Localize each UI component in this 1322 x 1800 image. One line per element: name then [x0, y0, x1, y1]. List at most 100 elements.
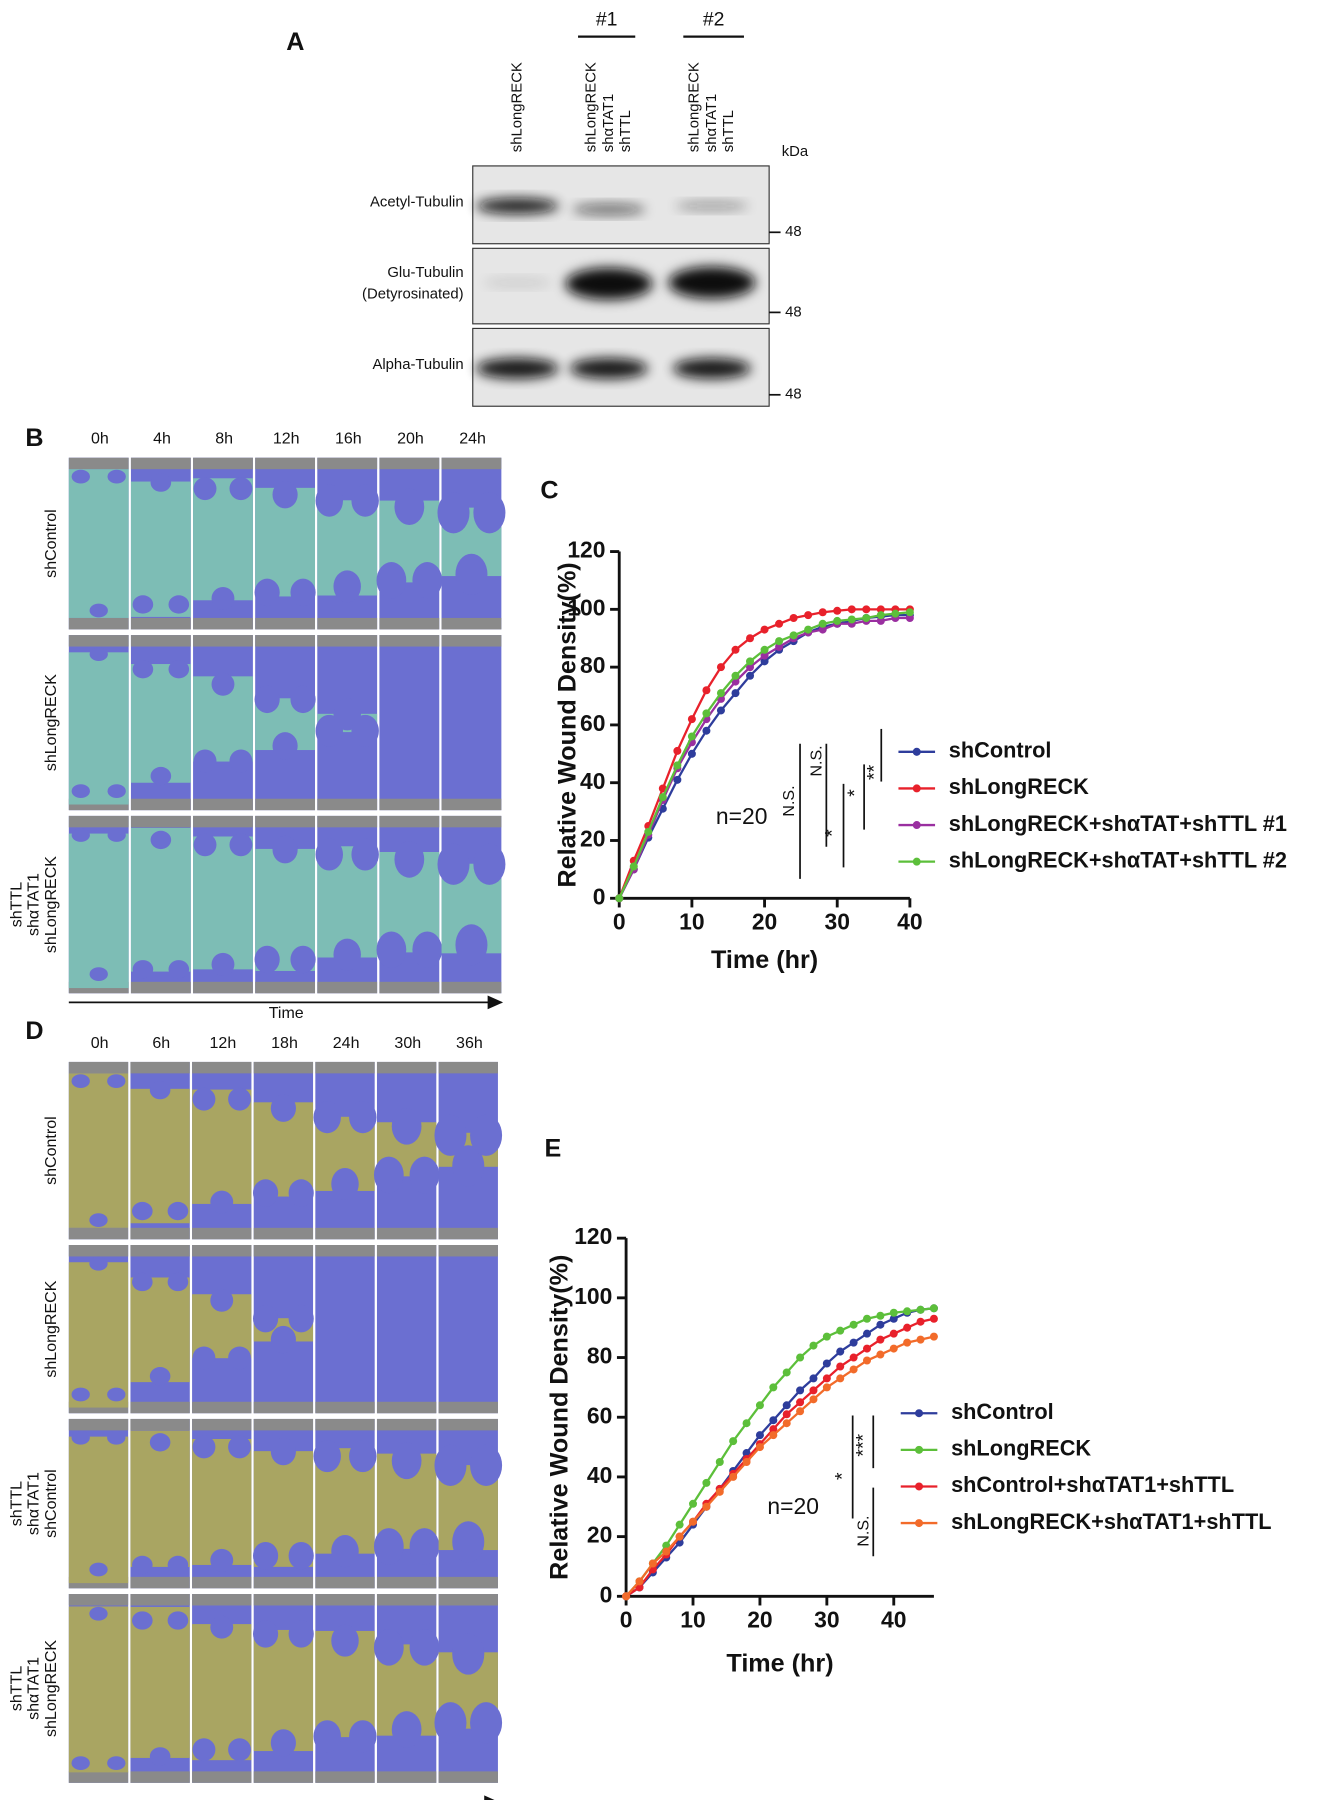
- cell-blob: [107, 1756, 126, 1770]
- data-point: [769, 1431, 778, 1440]
- cell-blob: [270, 1325, 296, 1354]
- row-label: shLongRECK: [42, 1280, 60, 1377]
- data-point: [789, 614, 798, 623]
- wound-area: [130, 664, 191, 783]
- wound-area: [130, 1277, 190, 1383]
- data-point: [673, 746, 682, 755]
- data-point: [796, 1353, 805, 1362]
- y-tick-label: 100: [574, 1283, 612, 1309]
- cell-blob: [132, 595, 154, 614]
- cell-edge: [376, 1594, 437, 1606]
- row-label: shLongRECK: [42, 1640, 60, 1737]
- cell-edge: [438, 1771, 498, 1783]
- cell-edge: [68, 457, 129, 470]
- data-point: [876, 611, 885, 620]
- cell-edge: [253, 1576, 314, 1589]
- marker-label: 48: [785, 304, 802, 320]
- cell-edge: [255, 635, 316, 647]
- cell-blob: [437, 492, 470, 534]
- data-point: [731, 689, 740, 698]
- cell-blob: [167, 1272, 189, 1292]
- data-point: [742, 1457, 751, 1467]
- data-point: [760, 645, 769, 654]
- cell-blob: [333, 938, 361, 971]
- cell-blob: [470, 1702, 503, 1744]
- cell-edge: [253, 1061, 314, 1074]
- cell-edge: [438, 1418, 498, 1431]
- data-point: [903, 1307, 912, 1316]
- cell-edge: [130, 1594, 190, 1606]
- cell-blob: [455, 924, 488, 966]
- annotation: n=20: [767, 1493, 819, 1519]
- band: [570, 358, 648, 379]
- wound-images: 0h 4h 8h 12h 16h 20h 24h shControl shLongRECK shT…: [8, 430, 506, 1022]
- cell-edge: [255, 457, 316, 470]
- cell-blob: [228, 1087, 251, 1111]
- cell-blob: [149, 1080, 171, 1100]
- band: [675, 201, 749, 211]
- cell-blob: [409, 1528, 440, 1565]
- cell-edge: [130, 1418, 190, 1431]
- legend-label: shControl: [949, 738, 1052, 763]
- cell-blob: [412, 562, 443, 599]
- cell-blob: [132, 1555, 153, 1575]
- cell-edge: [68, 1771, 129, 1783]
- cell-edge: [192, 1061, 252, 1074]
- time-label: 24h: [333, 1034, 360, 1052]
- data-point: [809, 1395, 818, 1404]
- data-point: [862, 614, 871, 623]
- cell-blob: [288, 1541, 314, 1570]
- cell-edge: [376, 1227, 437, 1240]
- data-point: [635, 1577, 644, 1586]
- cell-blob: [331, 1624, 359, 1657]
- cell-edge: [376, 1061, 437, 1074]
- cell-blob: [333, 570, 361, 603]
- cell-blob: [252, 1541, 279, 1570]
- cell-edge: [317, 457, 378, 470]
- cell-edge: [379, 617, 440, 630]
- cell-edge: [68, 1594, 129, 1606]
- cell-edge: [130, 1227, 190, 1240]
- data-point: [889, 1344, 898, 1353]
- data-point: [876, 616, 885, 625]
- data-point: [648, 1559, 657, 1568]
- cell-edge: [255, 815, 316, 828]
- cell-edge: [130, 1245, 190, 1257]
- group-label: #1: [596, 9, 618, 31]
- annotation: n=20: [716, 803, 768, 829]
- cell-blob: [167, 1201, 189, 1221]
- cell-edge: [193, 815, 253, 828]
- cell-blob: [270, 1094, 296, 1122]
- time-label: 0h: [91, 1034, 109, 1052]
- cell-blob: [211, 672, 235, 696]
- data-point: [862, 1344, 872, 1353]
- cell-blob: [252, 1620, 279, 1648]
- cell-blob: [409, 1629, 440, 1666]
- data-point: [916, 1317, 925, 1326]
- cell-blob: [150, 473, 172, 492]
- cell-edge: [376, 1576, 437, 1589]
- data-point: [849, 1338, 858, 1347]
- wound-area: [192, 1438, 252, 1565]
- data-point: [905, 614, 914, 623]
- data-point: [729, 1437, 738, 1446]
- y-axis-label: Relative Wound Density(%): [554, 562, 582, 887]
- panel-label: A: [286, 28, 304, 56]
- cell-edge: [317, 981, 378, 994]
- cell-edge: [255, 798, 316, 811]
- cell-blob: [89, 603, 108, 618]
- data-point: [775, 637, 784, 646]
- cell-blob: [272, 732, 298, 760]
- cell-blob: [168, 595, 190, 614]
- y-tick-label: 20: [580, 826, 605, 852]
- cell-edge: [315, 1061, 375, 1074]
- cell-blob: [254, 945, 280, 974]
- data-point: [833, 616, 842, 625]
- cell-edge: [441, 635, 502, 647]
- panel-label: E: [544, 1135, 561, 1163]
- row-label: Alpha-Tubulin: [372, 357, 463, 373]
- row-label: Glu-Tubulin: [387, 265, 463, 281]
- data-point: [729, 1472, 738, 1481]
- cell-edge: [193, 617, 253, 630]
